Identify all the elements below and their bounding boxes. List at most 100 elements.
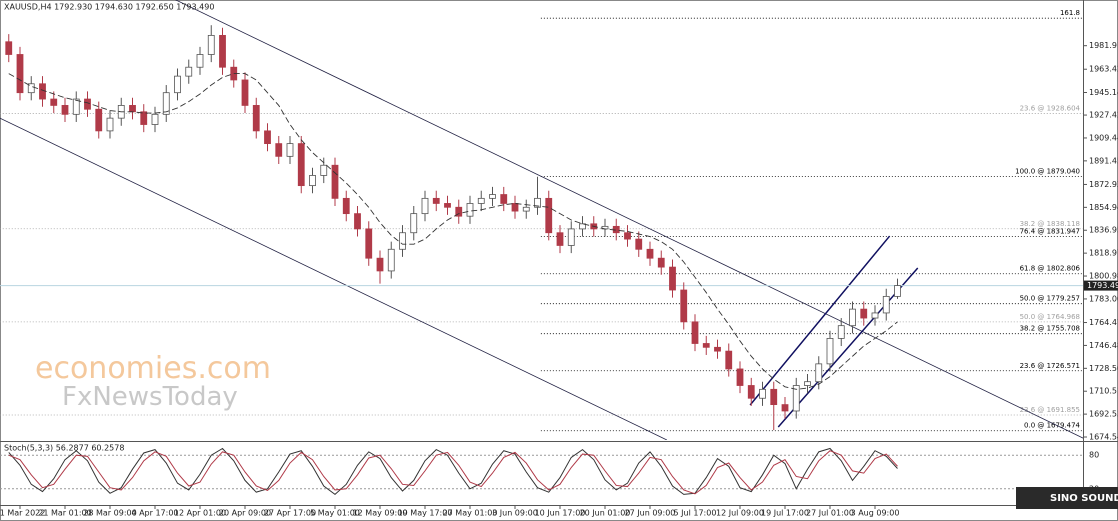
candle-body <box>894 285 901 297</box>
fib-label: 50.0 @ 1764.968 <box>1020 313 1080 321</box>
candle-body <box>837 325 845 339</box>
x-tick-label: 10 Jun 17:00 <box>535 509 586 518</box>
candle-body <box>815 363 823 383</box>
candle-body <box>804 381 811 386</box>
candle-body <box>736 368 744 386</box>
candle-body <box>747 385 755 399</box>
candle-body <box>151 113 159 125</box>
price-panel: 161.8 23.6 @ 1928.604 100.0 @ 1879.040 38.2… <box>0 0 1083 440</box>
candle-body <box>16 54 24 94</box>
candle-body <box>444 203 451 208</box>
y-tick-label: 1764.470 <box>1089 318 1118 327</box>
candle-body <box>657 257 665 268</box>
axes: 1981.910 1963.425 1945.140 1927.425 1909.440… <box>0 41 1118 518</box>
candle-body <box>5 41 13 55</box>
fib-label: 100.0 @ 1879.040 <box>1015 168 1080 176</box>
x-tick-label: 12 Apr 01:00 <box>174 509 226 518</box>
moving-average <box>8 73 898 390</box>
candle-body <box>399 232 406 250</box>
y-tick-label: 1927.425 <box>1089 111 1118 120</box>
candle-body <box>185 66 193 77</box>
y-tick-label: 1674.545 <box>1089 433 1118 442</box>
candle-body <box>106 117 114 132</box>
candle-body <box>759 388 766 399</box>
logo-box <box>1016 487 1118 509</box>
candle-body <box>286 143 294 157</box>
x-tick-label: 12 May 09:00 <box>353 509 408 518</box>
candle-body <box>264 130 271 145</box>
chart-title: XAUUSD,H4 1792.930 1794.630 1792.650 179… <box>4 3 214 12</box>
candle-body <box>489 194 496 199</box>
candle-body <box>376 257 384 272</box>
candle-body <box>387 248 395 272</box>
fib-label: 0.0 @ 1679.474 <box>1024 422 1081 430</box>
fib-label: 38.2 @ 1838.118 <box>1020 220 1080 228</box>
candle-body <box>702 343 710 348</box>
candle-body <box>129 105 136 113</box>
logo: SINO SOUND <box>1050 493 1118 504</box>
x-tick-label: 20 Jun 01:00 <box>580 509 631 518</box>
candle-body <box>477 197 485 204</box>
candle-body <box>534 197 541 208</box>
candle-body <box>567 228 575 246</box>
y-tick-label: 1854.940 <box>1089 203 1118 212</box>
y-tick-label: 1728.500 <box>1089 364 1118 373</box>
y-tick-label: 1981.910 <box>1089 41 1118 50</box>
candle-body <box>410 213 418 234</box>
x-tick-label: 27 Jun 09:00 <box>625 509 676 518</box>
indicator-panel <box>0 447 1083 496</box>
candle-body <box>252 105 260 132</box>
fib-label: 161.8 <box>1060 9 1080 17</box>
candle-body <box>365 228 373 259</box>
candle-body <box>511 203 519 212</box>
y-tick-label: 1909.440 <box>1089 133 1118 142</box>
candle-body <box>455 206 463 217</box>
x-tick-label: 3 Aug 09:00 <box>851 509 900 518</box>
fib-label: 38.2 @ 1755.708 <box>1020 325 1080 333</box>
y-tick-label: 1872.925 <box>1089 180 1118 189</box>
current-price-box <box>1084 280 1118 291</box>
stoch-line <box>8 450 898 495</box>
candle-body <box>297 143 305 187</box>
candle-body <box>84 98 91 110</box>
candle-body <box>320 164 328 176</box>
candle-body <box>39 83 46 100</box>
candle-body <box>691 321 699 344</box>
fib-label: 23.6 @ 1928.604 <box>1020 105 1081 113</box>
candle-body <box>466 203 474 217</box>
y-tick-label: 1836.955 <box>1089 226 1118 235</box>
y-tick-label: 1800.985 <box>1089 272 1118 281</box>
fib-label: 23.6 @ 1691.855 <box>1020 406 1080 414</box>
y-tick-label: 1710.515 <box>1089 387 1118 396</box>
current-price-label: 1793.490 <box>1087 281 1118 290</box>
y-tick-label: 1891.455 <box>1089 156 1118 165</box>
candle-body <box>826 338 834 365</box>
indicator-title: Stoch(5,3,3) 56.2877 60.2578 <box>4 444 124 453</box>
candle-body <box>500 194 508 204</box>
x-tick-label: 3 Jun 09:00 <box>492 509 538 518</box>
candle-body <box>174 75 181 94</box>
candle-body <box>635 238 643 250</box>
candle-body <box>882 295 890 314</box>
x-tick-label: 28 Mar 09:00 <box>83 509 136 518</box>
watermark: FxNewsToday <box>62 382 238 412</box>
candle-body <box>792 385 800 412</box>
candle-body <box>860 308 868 319</box>
x-tick-label: 27 Jul 01:00 <box>806 509 854 518</box>
y-tick-label: 1963.425 <box>1089 65 1118 74</box>
candle-body <box>680 289 688 323</box>
candle-body <box>522 206 530 212</box>
x-tick-label: 20 Apr 09:00 <box>219 509 271 518</box>
trendline <box>175 0 1083 439</box>
candle-body <box>309 175 316 187</box>
candle-body <box>432 197 440 204</box>
candle-body <box>241 79 249 106</box>
x-tick-label: 5 Jul 17:00 <box>674 509 717 518</box>
candle-body <box>646 248 654 259</box>
x-tick-label: 27 May 01:00 <box>443 509 498 518</box>
x-tick-label: 11 Mar 2022 <box>0 509 45 518</box>
x-tick-label: 19 May 17:00 <box>398 509 453 518</box>
fib-label: 23.6 @ 1726.571 <box>1020 362 1080 370</box>
candle-body <box>354 213 361 230</box>
